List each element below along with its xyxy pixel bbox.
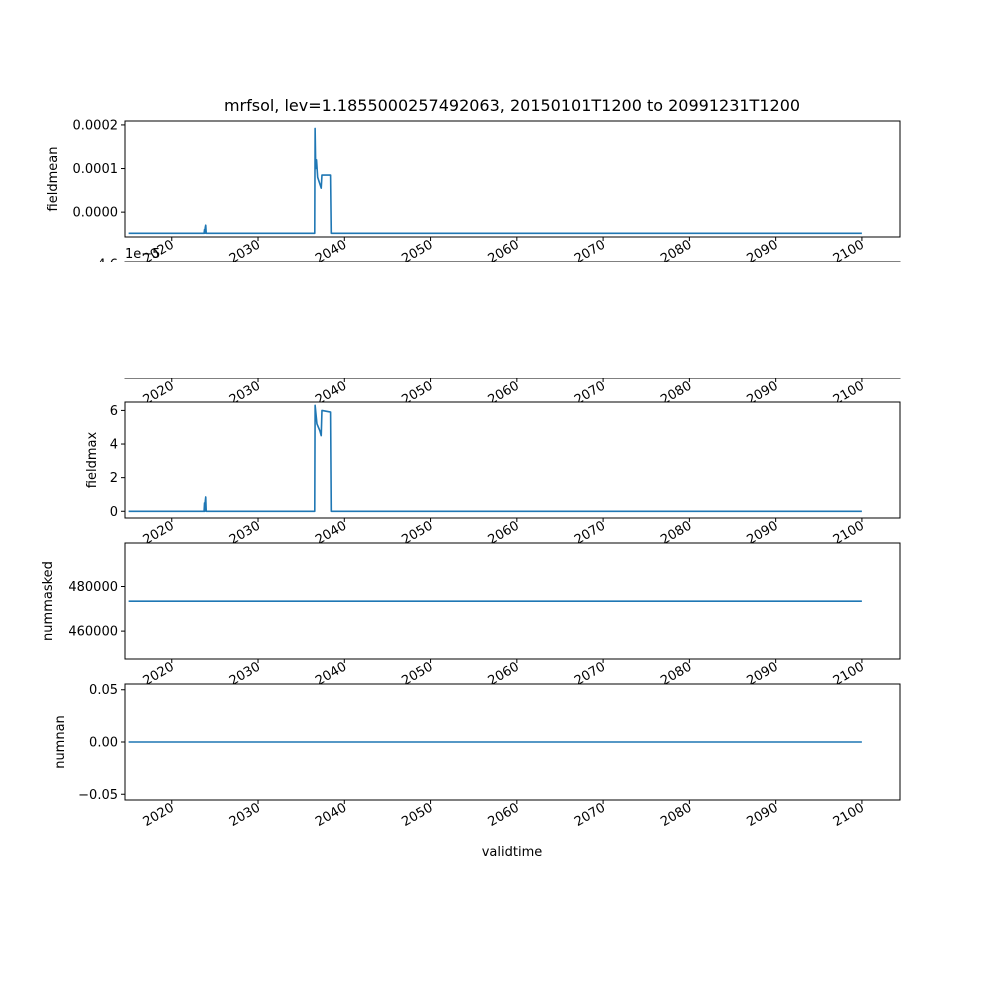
y-tick-label: 6 (110, 404, 118, 419)
panel-fieldmin: −5.0−4.8−4.6fieldmin1e−52020203020402050… (0, 247, 1000, 518)
x-tick-label: 2070 (572, 800, 608, 830)
x-tick-label: 2030 (227, 800, 263, 830)
y-tick-label: 480000 (68, 580, 118, 595)
y-tick-label: −0.05 (78, 788, 118, 803)
y-axis-label-fieldmax: fieldmax (85, 432, 100, 489)
y-tick-label: 0.0002 (73, 118, 119, 133)
series-line-fieldmax (128, 404, 862, 513)
y-axis-label-numnan: numnan (53, 715, 68, 769)
y-tick-label: 4 (110, 438, 118, 453)
axes-frame-fieldmean (124, 120, 901, 238)
y-tick-label: 0.05 (89, 683, 118, 698)
x-tick-label: 2020 (141, 800, 177, 830)
chart-title: mrfsol, lev=1.1855000257492063, 20150101… (224, 96, 800, 115)
y-tick-label: 0.0000 (73, 206, 119, 221)
axes-frame-nummasked (124, 542, 901, 660)
y-tick-label: 0.0001 (73, 162, 119, 177)
offset-text: 1e−5 (125, 247, 160, 262)
x-tick-label: 2090 (744, 800, 780, 830)
x-axis-label: validtime (482, 845, 543, 860)
x-tick-label: 2100 (831, 800, 867, 830)
x-tick-label: 2040 (313, 800, 349, 830)
y-tick-label: 2 (110, 471, 118, 486)
y-tick-label: 0.00 (89, 736, 118, 751)
x-tick-label: 2080 (658, 800, 694, 830)
panel-backdrop (0, 262, 1000, 378)
series-line-fieldmean (128, 127, 862, 235)
y-axis-label-nummasked: nummasked (41, 561, 56, 641)
panel-backdrop (0, 402, 1000, 518)
y-axis-label-fieldmean: fieldmean (46, 147, 61, 212)
y-tick-label: 460000 (68, 625, 118, 640)
axes-frame-fieldmax (124, 401, 901, 519)
x-tick-label: 2060 (486, 800, 522, 830)
y-tick-label: 0 (110, 505, 118, 520)
x-tick-label: 2050 (399, 800, 435, 830)
